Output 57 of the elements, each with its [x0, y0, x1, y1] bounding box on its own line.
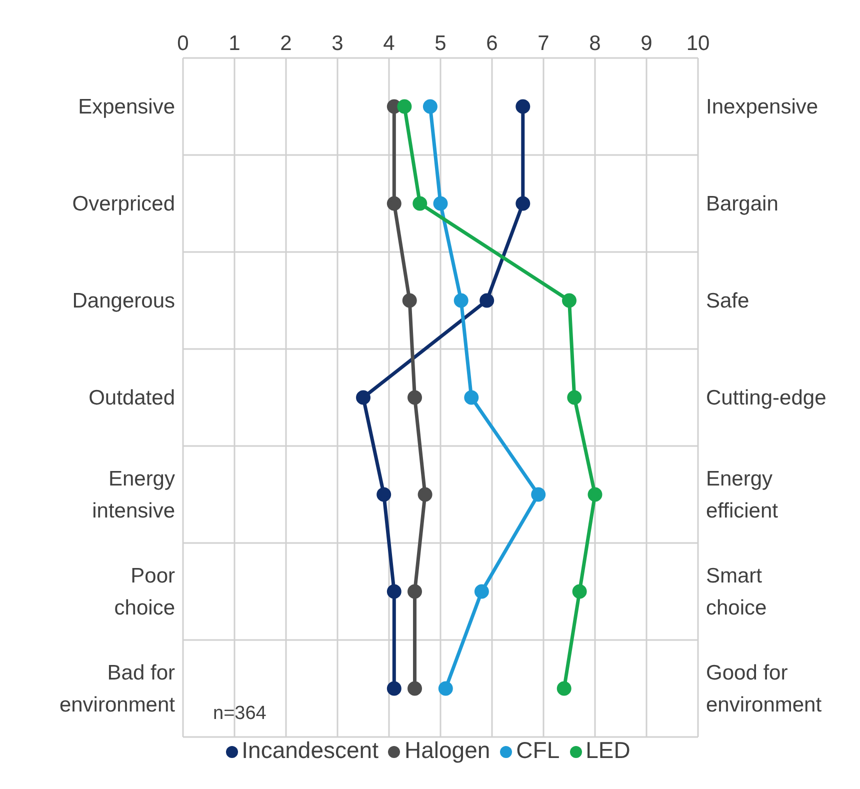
point — [588, 487, 602, 502]
y2-tick-label: Inexpensive — [706, 95, 818, 118]
x-tick-label: 4 — [383, 32, 396, 55]
x-tick-label: 5 — [434, 32, 446, 55]
point — [438, 681, 453, 696]
point — [556, 681, 572, 696]
x-tick-label: 6 — [486, 32, 498, 55]
point — [516, 196, 530, 211]
y2-tick-label: Bargain — [706, 192, 778, 215]
x-tick-label: 1 — [228, 32, 240, 55]
point — [454, 293, 468, 308]
point — [356, 390, 370, 405]
y2-tick-label: Good for environment — [706, 661, 822, 716]
point — [433, 196, 448, 211]
point — [376, 487, 392, 502]
point — [386, 681, 402, 696]
y-tick-label: Bad for environment — [59, 661, 176, 716]
point — [464, 390, 479, 405]
point — [386, 584, 402, 599]
y-tick-label: Overpriced — [72, 192, 175, 215]
point — [408, 584, 422, 599]
point — [402, 293, 417, 308]
annotation: n=364 — [213, 703, 266, 725]
x-tick-label: 10 — [686, 32, 710, 55]
y2-tick-label: Safe — [706, 289, 750, 312]
y-tick-label: Expensive — [78, 95, 175, 118]
point — [397, 99, 412, 114]
point — [562, 293, 576, 308]
x-tick-label: 0 — [177, 32, 189, 55]
point — [408, 390, 422, 405]
point — [422, 99, 438, 114]
x-tick-label: 7 — [538, 32, 550, 55]
point — [531, 487, 546, 502]
y2-tick-label: Cutting-edge — [706, 386, 826, 409]
legend-label: Halogen — [404, 737, 490, 763]
point — [572, 584, 587, 599]
point — [386, 196, 402, 211]
y-tick-label: Poor choice — [114, 564, 176, 619]
point — [474, 584, 489, 599]
point — [516, 99, 530, 114]
point — [567, 390, 582, 405]
x-tick-label: 2 — [280, 32, 292, 55]
point — [412, 196, 428, 211]
y-tick-label: Dangerous — [72, 289, 175, 312]
point — [408, 681, 422, 696]
legend-label: Incandescent — [242, 737, 378, 763]
point — [480, 293, 494, 308]
legend-label: LED — [586, 737, 630, 763]
y-tick-label: Outdated — [88, 386, 175, 409]
point — [418, 487, 432, 502]
x-tick-label: 8 — [589, 32, 601, 55]
y2-tick-label: Energy efficient — [706, 467, 778, 522]
y2-tick-label: Smart choice — [706, 564, 767, 619]
legend-label: CFL — [516, 737, 560, 763]
y-tick-label: Energy intensive — [92, 467, 176, 522]
x-tick-label: 9 — [640, 32, 652, 55]
x-tick-label: 3 — [332, 32, 344, 55]
